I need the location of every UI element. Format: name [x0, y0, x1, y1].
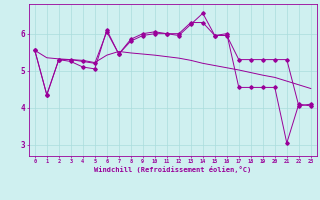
X-axis label: Windchill (Refroidissement éolien,°C): Windchill (Refroidissement éolien,°C) — [94, 166, 252, 173]
